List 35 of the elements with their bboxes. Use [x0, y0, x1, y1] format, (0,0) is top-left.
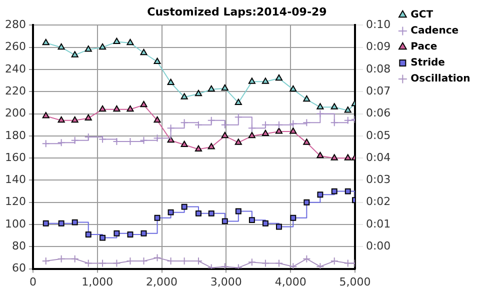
y-tick-label: 260 — [4, 40, 26, 54]
y2-tick-label: 0:06 — [366, 106, 391, 120]
y2-tick-label: 0:07 — [366, 84, 391, 98]
x-tick-label: 2,000 — [146, 275, 178, 288]
x-tick-label: 3,000 — [210, 275, 242, 288]
y-tick-label: 180 — [4, 128, 26, 142]
y2-tick-label: 0:00 — [366, 240, 391, 253]
y-tick-label: 60 — [12, 262, 26, 275]
y-tick-label: 220 — [4, 84, 26, 98]
y-tick-label: 80 — [12, 240, 26, 253]
legend-label: Stride — [410, 58, 446, 69]
y-tick-label: 240 — [4, 62, 26, 76]
y-tick-label: 140 — [4, 173, 26, 186]
y-tick-label: 100 — [4, 217, 26, 230]
legend-label: Oscillation — [410, 74, 470, 85]
legend-label: Cadence — [410, 26, 459, 37]
y2-tick-label: 0:10 — [366, 18, 391, 32]
y2-tick-label: 0:02 — [366, 195, 391, 208]
y2-tick-label: 0:04 — [366, 150, 391, 164]
y2-tick-label: 0:01 — [366, 217, 391, 230]
x-tick-label: 4,000 — [274, 275, 306, 288]
y-tick-label: 120 — [4, 195, 26, 208]
y2-tick-label: 0:08 — [366, 62, 391, 76]
legend-label: Pace — [410, 42, 438, 53]
x-tick-label: 0 — [29, 275, 36, 288]
x-tick-label: 1,000 — [82, 275, 114, 288]
legend-label: GCT — [410, 10, 434, 21]
y-tick-label: 280 — [4, 18, 26, 32]
y-tick-label: 160 — [4, 150, 26, 164]
y2-tick-label: 0:09 — [366, 40, 391, 54]
y2-tick-label: 0:03 — [366, 173, 391, 186]
x-tick-label: 5,000 — [339, 275, 371, 288]
chart-title: Customized Laps:2014-09-29 — [147, 5, 327, 18]
y2-tick-label: 0:05 — [366, 128, 391, 142]
y-tick-label: 200 — [4, 106, 26, 120]
